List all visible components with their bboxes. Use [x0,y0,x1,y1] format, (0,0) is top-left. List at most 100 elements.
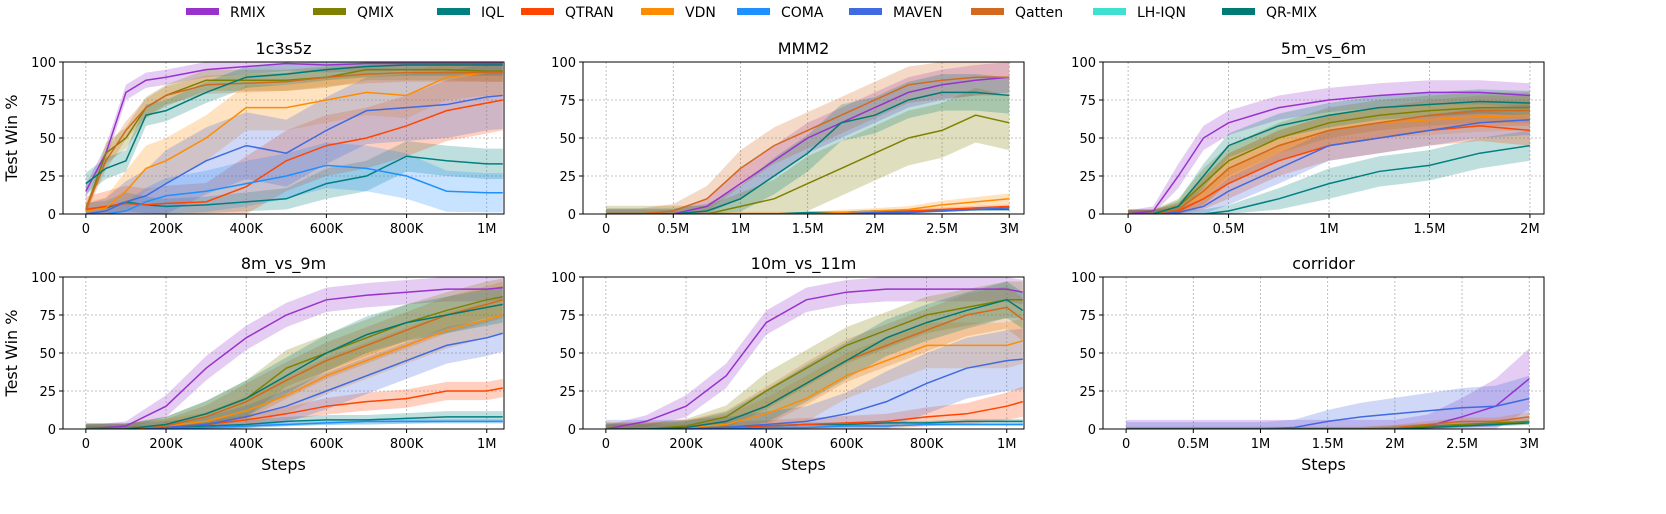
y-tick-label: 50 [559,132,576,147]
x-tick-label: 0 [82,222,90,237]
band-iql [85,411,503,429]
legend-item-coma: COMA [737,5,824,21]
legend-swatch [737,8,770,15]
panel-8m_vs_9m: 8m_vs_9m 0 200K 400K 600K 800K 1M 0 25 50 75 100 Tes… [2,254,505,474]
x-tick-label: 800K [390,437,424,452]
plot-area [85,62,503,214]
line-iql [605,420,1023,429]
plot-area [606,62,1010,214]
line-coma [85,420,503,429]
y-axis-label: Test Win % [2,95,21,183]
x-tick-label: 200K [149,222,183,237]
line-rmix [605,288,1023,429]
x-tick-label: 2M [1520,222,1540,237]
y-tick-label: 75 [1079,309,1096,324]
x-tick-label: 200K [669,437,703,452]
band-qr-mix [85,286,503,429]
line-qtran [606,205,1010,214]
x-tick-label: 400K [750,437,784,452]
x-tick-label: 2M [1385,437,1405,452]
line-qmix [605,299,1023,429]
y-tick-label: 75 [559,309,576,324]
panel-title: corridor [1292,254,1355,273]
y-tick-label: 25 [39,385,56,400]
line-qmix [606,114,1010,214]
y-axis-label: Test Win % [2,310,21,398]
band-qatten [85,281,503,429]
legend-item-qatten: Qatten [971,5,1063,21]
line-qmix [1126,420,1530,429]
legend-swatch [313,8,346,15]
x-tick-label: 0 [602,437,610,452]
x-tick-label: 1.5M [1312,437,1344,452]
line-iql [1128,144,1531,214]
legend-item-lh-iqn: LH-IQN [1093,5,1186,21]
plot-area [1126,348,1530,429]
y-tick-label: 25 [39,170,56,185]
legend-swatch [641,8,674,15]
x-tick-label: 2M [865,222,885,237]
legend-item-qtran: QTRAN [521,5,614,21]
axes-frame [1102,276,1545,430]
y-tick-label: 75 [39,309,56,324]
y-tick-label: 0 [568,208,576,223]
line-qr-mix [606,91,1010,214]
legend-item-qr-mix: QR-MIX [1222,5,1317,21]
line-rmix [1128,91,1530,214]
y-tick-label: 100 [1071,56,1096,71]
y-tick-label: 25 [559,385,576,400]
x-tick-label: 1M [477,222,497,237]
panel-10m_vs_11m: 10m_vs_11m 0 200K 400K 600K 800K 1M 0 25 50 75 100 S… [551,254,1025,474]
band-iql [1128,130,1530,214]
line-qr-mix [1126,422,1530,429]
band-maven [1128,104,1530,214]
band-vdn [85,62,503,214]
x-tick-label: 400K [230,222,264,237]
y-tick-label: 100 [1071,271,1096,286]
x-tick-label: 1M [731,222,751,237]
legend-item-maven: MAVEN [849,5,943,21]
x-tick-label: 1.5M [1414,222,1446,237]
legend-label: MAVEN [893,5,943,21]
legend-swatch [971,8,1004,15]
line-maven [85,332,504,429]
band-rmix [85,277,503,429]
x-tick-label: 800K [910,437,944,452]
line-vdn [85,71,503,212]
band-vdn [1128,100,1530,214]
band-qatten [605,286,1023,429]
band-qtran [1128,110,1530,214]
line-rmix [85,62,503,192]
legend-label: QTRAN [565,5,614,21]
line-maven [606,207,1010,214]
y-tick-label: 50 [39,132,56,147]
panel-title: MMM2 [778,39,830,58]
line-iql [85,155,503,211]
y-tick-label: 0 [568,423,576,438]
legend-swatch [849,8,882,15]
legend-item-rmix: RMIX [186,5,266,21]
y-tick-label: 50 [559,347,576,362]
legend-label: VDN [685,5,716,21]
x-tick-label: 1M [477,437,497,452]
band-qr-mix [606,74,1010,214]
x-tick-label: 0.5M [1213,222,1245,237]
plot-area [1128,80,1531,214]
line-qtran [1128,125,1531,214]
line-vdn [606,198,1010,214]
panel-5m_vs_6m: 5m_vs_6m 0 0.5M 1M 1.5M 2M 0 25 50 75 100 [1071,39,1545,237]
legend-label: QMIX [357,5,394,21]
band-maven [605,328,1023,429]
band-qmix [85,278,503,429]
y-tick-label: 100 [31,56,56,71]
legend-label: QR-MIX [1266,5,1317,21]
panel-mmm2: MMM2 0 0.5M 1M 1.5M 2M 2.5M 3M 0 25 50 75 100 [551,39,1025,237]
y-tick-label: 0 [1088,423,1096,438]
y-tick-label: 100 [551,56,576,71]
x-tick-label: 400K [230,437,264,452]
band-rmix [605,277,1023,429]
y-tick-label: 75 [39,94,56,109]
band-iql [85,141,503,214]
legend-item-qmix: QMIX [313,5,394,21]
